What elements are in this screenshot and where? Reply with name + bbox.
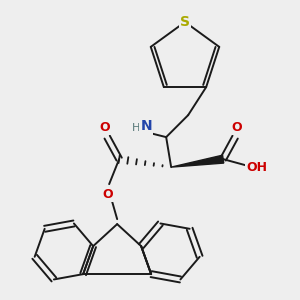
- Text: OH: OH: [247, 160, 268, 174]
- Text: O: O: [232, 121, 242, 134]
- Text: O: O: [100, 121, 110, 134]
- Polygon shape: [171, 155, 224, 167]
- Text: H: H: [132, 123, 140, 133]
- Text: S: S: [180, 15, 190, 29]
- Text: N: N: [140, 119, 152, 133]
- Text: O: O: [103, 188, 113, 201]
